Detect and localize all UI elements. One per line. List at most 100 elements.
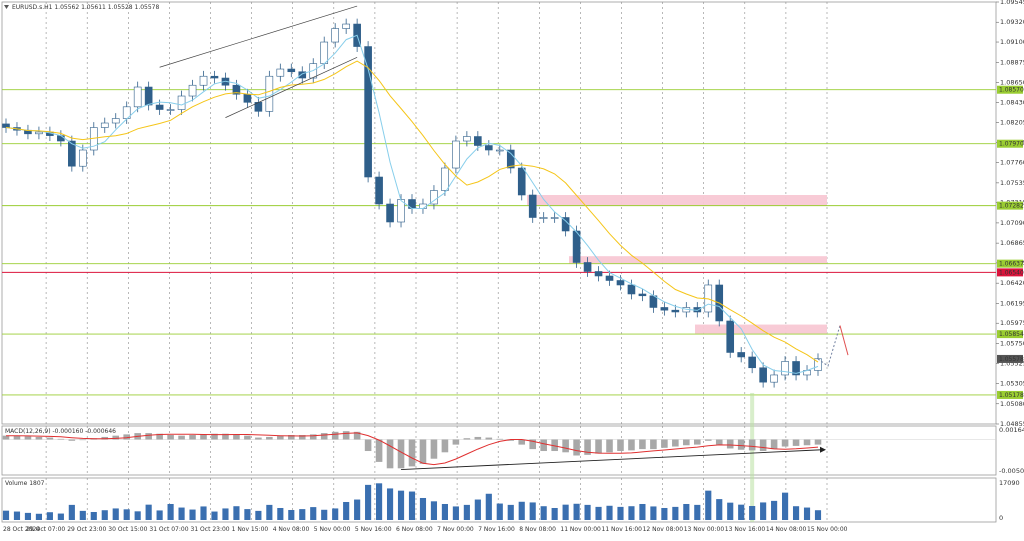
candle-body [68, 140, 76, 167]
volume-bar [90, 511, 97, 520]
candle-body [484, 145, 493, 151]
candle [517, 162, 526, 201]
candle [144, 81, 153, 111]
macd-histogram-bar [145, 433, 152, 440]
macd-histogram-bar [452, 439, 460, 445]
macd-histogram-bar [244, 435, 251, 440]
price-level-tag [997, 201, 1023, 210]
macd-histogram-bar [540, 439, 547, 452]
candle-body [265, 75, 274, 112]
macd-histogram-bar [814, 439, 822, 445]
macd-histogram-bar [222, 433, 229, 440]
volume-bar [233, 506, 240, 520]
candle [814, 353, 822, 376]
macd-histogram-bar [200, 434, 207, 440]
volume-bar [474, 499, 481, 520]
macd-signal-line [6, 432, 819, 466]
price-level-tag [997, 390, 1023, 399]
candle [539, 212, 548, 223]
candle-body [583, 262, 592, 272]
candle [638, 288, 647, 302]
volume-bar [2, 510, 10, 520]
channel-upper-line [159, 5, 358, 68]
price-axis-label: 1.09100 [1000, 38, 1024, 46]
candle-body [35, 131, 43, 135]
volume-bar [397, 490, 405, 520]
candle [594, 266, 603, 282]
volume-bar [573, 503, 580, 520]
macd-histogram-bar [496, 438, 504, 440]
macd-histogram-bar [35, 436, 43, 440]
candle-body [770, 374, 778, 383]
macd-histogram-bar [759, 439, 767, 452]
time-axis-label: 31 Oct 07:00 [149, 526, 188, 533]
candle [188, 79, 197, 102]
candle-body [166, 109, 175, 111]
channel-lower-line [225, 57, 358, 118]
volume-bar [430, 501, 438, 520]
macd-histogram-bar [518, 439, 526, 445]
candle-body [188, 84, 197, 97]
candle-body [539, 217, 548, 219]
volume-bar [540, 506, 547, 520]
macd-histogram-bar [309, 434, 317, 440]
volume-bar [222, 508, 229, 520]
volume-bar [529, 502, 536, 520]
volume-bar [595, 506, 602, 520]
volume-bar [749, 505, 756, 520]
volume-bar [782, 492, 789, 520]
macd-histogram-bar [101, 436, 109, 440]
projection-path-down [839, 325, 849, 356]
resistance-zone [527, 195, 827, 206]
volume-bar [266, 504, 273, 520]
volume-bar [156, 510, 163, 520]
volume-bar [792, 506, 800, 520]
macd-label: MACD(12,26,9) -0.000160 -0.000646 [5, 428, 116, 435]
macd-histogram-bar [683, 439, 690, 446]
candle-body [616, 280, 625, 286]
volume-bar [145, 504, 152, 520]
price-level-tag [997, 259, 1023, 268]
macd-histogram-bar [617, 439, 624, 452]
candle [495, 144, 504, 156]
candle [331, 23, 340, 48]
candle-body [495, 149, 504, 152]
time-axis-label: 11 Nov 00:00 [560, 526, 601, 533]
candle [386, 198, 394, 228]
candle-body [276, 68, 285, 77]
volume-bar [705, 490, 712, 520]
macd-histogram-bar [650, 439, 657, 450]
macd-histogram-bar [13, 435, 21, 440]
time-axis-label: 29 Oct 07:00 [26, 526, 65, 533]
candle-body [759, 367, 767, 383]
macd-histogram-bar [562, 439, 569, 453]
candle-body [441, 167, 449, 191]
time-axis-label: 31 Oct 23:00 [191, 526, 230, 533]
volume-bar [419, 497, 427, 520]
macd-histogram-bar [792, 439, 800, 446]
macd-histogram-bar [288, 435, 295, 440]
candle-body [287, 68, 296, 73]
candle-body [594, 271, 603, 277]
macd-histogram-bar [123, 434, 130, 440]
volume-bar [189, 509, 196, 520]
volume-axis-label-max: 17090 [999, 479, 1020, 487]
main-price-pane [1, 1, 997, 425]
volume-bar [343, 501, 350, 520]
candle [177, 90, 186, 115]
price-level-tag [997, 354, 1023, 363]
time-axis-label: 5 Nov 00:00 [314, 526, 351, 533]
price-level-tag-label: 1.05854 [999, 331, 1024, 338]
candle [265, 70, 274, 117]
macd-histogram-bar [156, 433, 163, 440]
macd-histogram-bar [639, 439, 646, 450]
price-axis-label: 1.05305 [1000, 380, 1024, 388]
time-axis-label: 7 Nov 00:00 [437, 526, 474, 533]
macd-histogram-bar [331, 431, 339, 440]
candle [627, 279, 636, 300]
candle-body [638, 293, 647, 297]
macd-histogram-bar [320, 433, 328, 440]
macd-histogram-bar [386, 439, 394, 469]
macd-histogram-bar [266, 436, 273, 440]
